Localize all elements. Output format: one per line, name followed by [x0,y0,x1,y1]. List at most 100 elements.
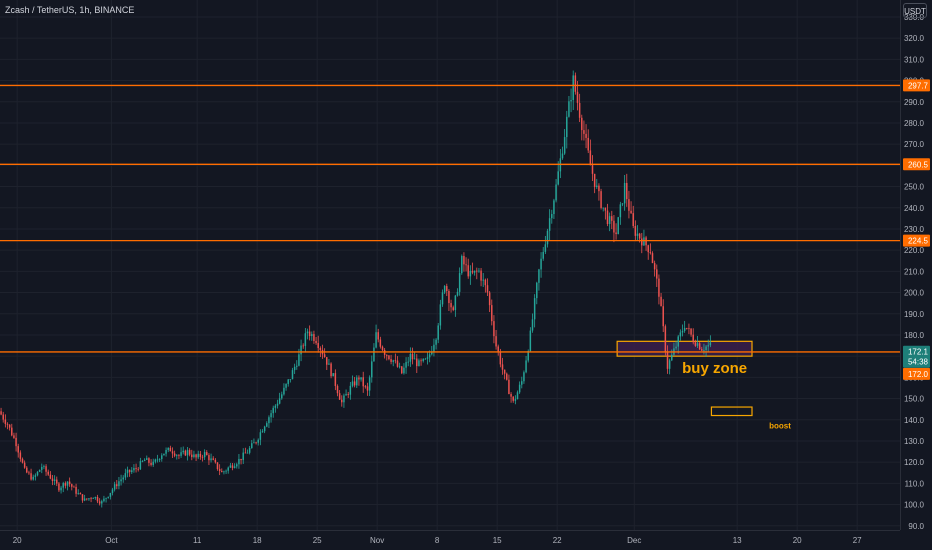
candle-body [311,334,313,337]
candle-body [107,496,109,498]
candle-body [651,253,654,264]
candle-body [163,453,165,456]
candle-body [501,364,504,370]
candle-body [308,331,311,337]
candle-body [461,255,463,274]
candle-body [503,369,506,374]
candle-body [671,354,673,361]
y-tick-label: 130.0 [904,437,925,446]
candle-body [679,332,682,337]
candle-body [332,373,334,377]
candle-body [392,360,394,362]
candle-body [491,305,493,322]
buy-zone-box[interactable] [616,340,753,357]
x-tick-label: 25 [313,536,322,545]
candle-body [178,455,180,457]
candle-body [176,455,178,457]
candle-body [218,469,221,472]
candle-body [709,342,712,346]
candle-body [341,399,343,403]
candle-body [193,454,195,457]
candle-body [285,383,287,388]
candle-body [373,347,375,362]
y-tick-label: 150.0 [904,395,925,404]
candle-body [263,426,266,432]
currency-button[interactable]: USDT [903,3,927,18]
y-tick-label: 280.0 [904,119,925,128]
candle-body [386,354,388,356]
candle-body [184,450,187,456]
candle-body [113,484,116,490]
candle-body [66,481,69,486]
candle-body [133,468,135,471]
candle-body [615,232,617,235]
candle-body [206,452,208,456]
candle-body [405,362,407,368]
candle-body [426,357,429,359]
level-badge [903,158,930,171]
candle-body [148,458,150,463]
candle-body [227,467,229,471]
candle-body [32,476,34,480]
candle-body [0,411,2,415]
candle-body [581,117,583,131]
candle-body [358,377,360,380]
candle-body [326,357,328,365]
y-tick-label: 120.0 [904,458,925,467]
symbol-title: Zcash / TetherUS, 1h, BINANCE [5,5,135,15]
candle-body [345,394,347,396]
candle-body [598,185,600,192]
boost-zone-box[interactable] [710,406,753,417]
candle-body [600,191,602,208]
candle-body [608,216,611,225]
candle-body [238,458,240,465]
candle-body [596,185,598,187]
candle-body [201,456,204,458]
candle-body [424,358,427,360]
y-tick-label: 210.0 [904,267,925,276]
candle-body [523,372,525,382]
candle-body [197,453,199,458]
candle-body [216,462,219,470]
candle-body [173,453,176,456]
candle-body [621,203,624,205]
candle-body [396,360,399,367]
candle-body [353,381,356,386]
candle-body [561,153,564,159]
candle-body [92,498,94,499]
candle-body [124,473,127,478]
candle-body [116,484,118,487]
level-badge-label: 172.0 [908,370,929,379]
candle-body [266,423,268,427]
x-tick-label: 8 [435,536,440,545]
candle-body [446,286,448,291]
candle-body [158,459,161,460]
candle-body [293,366,296,371]
candle-body [272,407,274,414]
candle-body [169,447,172,452]
y-tick-label: 220.0 [904,246,925,255]
candle-body [531,319,534,331]
candle-body [416,358,418,367]
candle-body [6,423,9,425]
last-price-label: 172.1 [908,348,929,357]
candle-body [681,330,684,333]
candle-body [203,452,206,458]
candle-body [182,450,184,453]
candle-body [315,340,317,344]
candle-body [223,471,225,473]
candle-body [619,204,622,218]
candle-body [675,346,677,349]
y-tick-label: 290.0 [904,98,925,107]
candle-body [473,270,476,273]
candle-body [270,413,272,418]
candle-body [636,233,639,236]
candle-body [180,452,182,456]
candle-body [497,346,499,353]
candle-body [319,348,322,351]
level-badge [903,367,930,380]
candle-body [664,326,667,352]
candle-body [418,360,420,367]
